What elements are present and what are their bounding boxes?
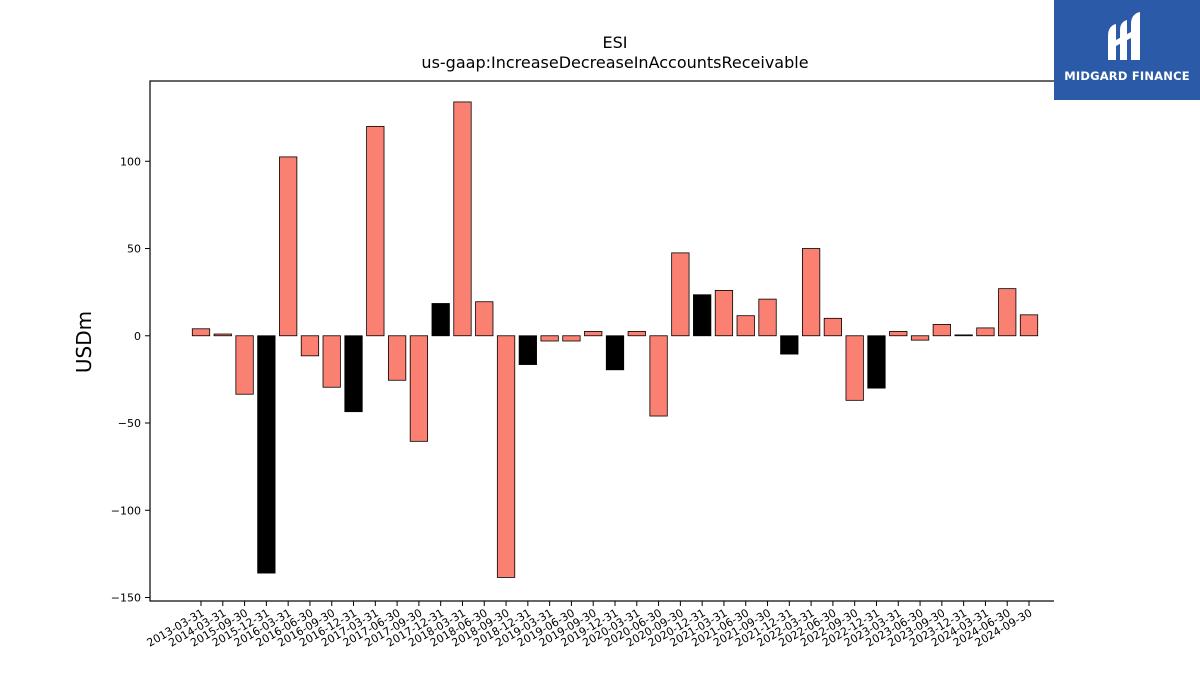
bar-2016-12-31 bbox=[344, 335, 363, 413]
y-tick-label: −50 bbox=[118, 417, 141, 430]
bar-2018-06-30 bbox=[475, 301, 494, 337]
bar-2023-06-30 bbox=[910, 335, 930, 341]
midgard-logo-icon bbox=[1108, 12, 1140, 60]
bar-2018-12-31 bbox=[518, 335, 537, 365]
bar-2020-06-30 bbox=[649, 335, 668, 417]
bar-2023-09-30 bbox=[932, 324, 951, 337]
bar-chart: ESI us-gaap:IncreaseDecreaseInAccountsRe… bbox=[72, 33, 1054, 650]
bar-2021-12-31 bbox=[780, 335, 799, 355]
bars-group bbox=[191, 101, 1039, 578]
bar-2019-06-30 bbox=[562, 335, 581, 342]
bar-2020-03-31 bbox=[627, 331, 646, 337]
bar-2023-12-31 bbox=[954, 334, 973, 337]
y-tick-label: 50 bbox=[127, 243, 141, 256]
y-axis-ticks: −150 −100 −50 0 50 100 bbox=[111, 155, 150, 605]
plot-frame bbox=[149, 80, 1054, 602]
bar-2017-12-31 bbox=[431, 303, 450, 337]
bar-2016-03-31 bbox=[279, 156, 298, 337]
bar-2022-09-30 bbox=[845, 335, 864, 401]
y-axis-label: USDm bbox=[72, 311, 96, 373]
x-axis-ticks: 2013-03-312014-03-312015-09-302015-12-31… bbox=[145, 601, 1035, 650]
bar-2024-03-31 bbox=[976, 327, 995, 337]
bar-2017-06-30 bbox=[387, 335, 407, 381]
bar-2021-06-30 bbox=[736, 315, 755, 337]
bar-2017-03-31 bbox=[366, 125, 385, 337]
bar-2018-09-30 bbox=[496, 335, 516, 578]
bar-2016-06-30 bbox=[300, 335, 320, 357]
bar-2021-09-30 bbox=[758, 298, 777, 337]
bar-2021-03-31 bbox=[714, 289, 734, 337]
bar-2014-03-31 bbox=[213, 333, 232, 337]
bar-2022-03-31 bbox=[801, 248, 821, 337]
chart-title: ESI bbox=[603, 33, 628, 52]
chart-subtitle: us-gaap:IncreaseDecreaseInAccountsReceiv… bbox=[421, 53, 808, 72]
bar-2016-09-30 bbox=[322, 335, 341, 388]
bar-2019-12-31 bbox=[605, 335, 625, 371]
bar-2018-03-31 bbox=[453, 101, 472, 337]
bar-2019-09-30 bbox=[584, 331, 603, 337]
bar-2024-06-30 bbox=[998, 288, 1017, 337]
y-tick-label: 0 bbox=[134, 330, 141, 343]
bar-2015-12-31 bbox=[257, 335, 276, 574]
y-tick-label: 100 bbox=[120, 155, 141, 168]
bar-2013-03-31 bbox=[191, 328, 211, 337]
bar-2024-09-30 bbox=[1019, 314, 1039, 337]
bar-2017-09-30 bbox=[409, 335, 429, 442]
bar-2022-06-30 bbox=[823, 317, 843, 337]
brand-name: MIDGARD FINANCE bbox=[1064, 69, 1190, 83]
brand-logo: MIDGARD FINANCE bbox=[1054, 0, 1200, 100]
y-tick-label: −150 bbox=[111, 592, 141, 605]
bar-2019-03-31 bbox=[540, 335, 559, 342]
bar-2023-03-31 bbox=[889, 331, 908, 337]
y-tick-label: −100 bbox=[111, 504, 141, 517]
bar-2022-12-31 bbox=[867, 335, 886, 389]
bar-2015-09-30 bbox=[235, 335, 254, 395]
bar-2020-12-31 bbox=[693, 294, 712, 337]
bar-2020-09-30 bbox=[671, 252, 690, 337]
